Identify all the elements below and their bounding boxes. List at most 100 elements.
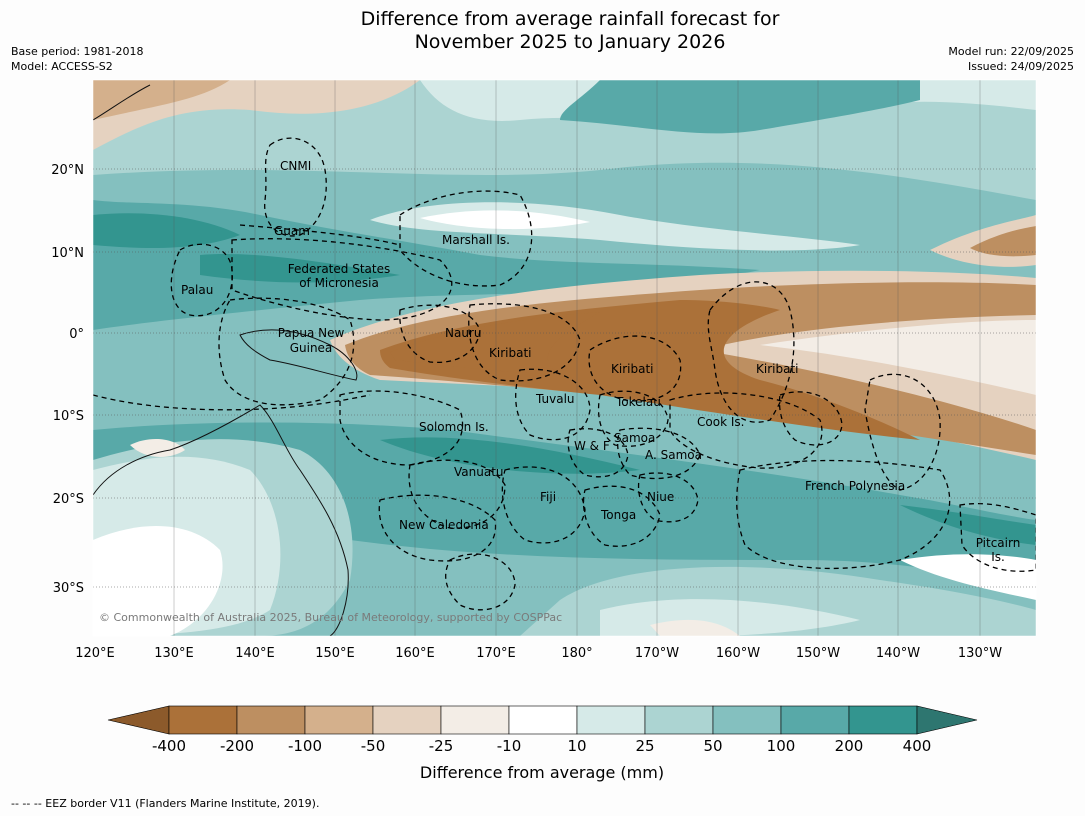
- issued-date: Issued: 24/09/2025: [967, 60, 1074, 73]
- eez-niue: [637, 472, 699, 523]
- label-png-line1: Papua New: [278, 326, 345, 340]
- eez-guam-south: [239, 224, 401, 246]
- run-info: Model run: 22/09/2025 Issued: 24/09/2025: [948, 44, 1074, 74]
- label-fsm-line1: Federated States: [288, 262, 390, 276]
- eez-vanuatu: [408, 459, 506, 529]
- colorbar-swatch: [780, 705, 850, 735]
- eez-samoa: [617, 427, 701, 480]
- colorbar-tick-label: 200: [835, 737, 864, 755]
- lon-label-130w: 130°W: [958, 646, 1002, 661]
- eez-wallis-futuna: [567, 428, 629, 478]
- label-new-caledonia: New Caledonia: [399, 518, 489, 532]
- lon-label-180: 180°: [561, 646, 592, 661]
- title-line-2: November 2025 to January 2026: [414, 31, 726, 53]
- colorbar-tick-label: -200: [220, 737, 254, 755]
- base-period: Base period: 1981-2018: [11, 45, 144, 58]
- colorbar-swatches: [107, 705, 978, 735]
- graticule: [93, 80, 1036, 636]
- label-marshall: Marshall Is.: [442, 233, 510, 247]
- colorbar-swatch: [576, 705, 646, 735]
- label-cook: Cook Is.: [697, 415, 744, 429]
- colorbar-extend-low: [107, 705, 170, 735]
- label-nauru: Nauru: [445, 326, 481, 340]
- lat-label-20n: 20°N: [51, 163, 84, 178]
- label-png-line2: Guinea: [290, 341, 333, 355]
- lon-label-160e: 160°E: [395, 646, 435, 661]
- label-palau: Palau: [181, 283, 213, 297]
- colorbar-extend-high: [916, 705, 978, 735]
- model-name: Model: ACCESS-S2: [11, 60, 113, 73]
- lon-label-170e: 170°E: [476, 646, 516, 661]
- label-samoa: Samoa: [614, 431, 655, 445]
- lat-label-10n: 10°N: [51, 246, 84, 261]
- label-tonga: Tonga: [600, 508, 636, 522]
- lat-label-0: 0°: [69, 327, 84, 342]
- eez-cnmi: [264, 137, 327, 237]
- colorbar-swatch: [372, 705, 442, 735]
- asia-coast: [93, 84, 151, 121]
- label-french-polynesia: French Polynesia: [805, 479, 905, 493]
- colorbar-title: Difference from average (mm): [420, 763, 664, 782]
- eez-tokelau: [597, 390, 669, 447]
- lon-label-160w: 160°W: [716, 646, 760, 661]
- eez-marshall: [399, 190, 533, 287]
- colorbar-tick-label: 10: [567, 737, 586, 755]
- label-vanuatu: Vanuatu: [454, 465, 504, 479]
- latitude-labels: 20°N 10°N 0° 10°S 20°S 30°S: [51, 163, 84, 596]
- label-pitcairn-line1: Pitcairn: [976, 536, 1021, 550]
- map-frame: [92, 79, 1037, 637]
- label-fiji: Fiji: [540, 490, 556, 504]
- eez-australia-north: [93, 394, 371, 411]
- colorbar-swatch: [644, 705, 714, 735]
- base-info: Base period: 1981-2018 Model: ACCESS-S2: [11, 44, 143, 74]
- lon-label-150e: 150°E: [315, 646, 355, 661]
- colorbar-swatch: [508, 705, 578, 735]
- longitude-labels: 120°E 130°E 140°E 150°E 160°E 170°E 180°…: [75, 646, 1002, 661]
- eez-kiribati-east: [707, 281, 795, 423]
- label-wallis-futuna: W & F: [574, 439, 610, 453]
- colorbar-tick-label: -10: [497, 737, 522, 755]
- colorbar-tick-label: -400: [152, 737, 186, 755]
- colorbar-swatch: [168, 705, 238, 735]
- colorbar-tick-label: -50: [361, 737, 386, 755]
- lon-label-140e: 140°E: [235, 646, 275, 661]
- lat-label-10s: 10°S: [53, 409, 84, 424]
- eez-new-caledonia: [378, 494, 497, 562]
- label-tokelau: Tokelau: [615, 395, 661, 409]
- colorbar-swatch: [712, 705, 782, 735]
- eez-pitcairn: [959, 503, 1036, 572]
- label-fsm-line2: of Micronesia: [299, 276, 379, 290]
- title-line-1: Difference from average rainfall forecas…: [360, 8, 780, 30]
- colorbar-labels: -400 -200 -100 -50 -25 -10 10 25 50 100 200 400: [152, 737, 931, 755]
- eez-legend-note: -- -- -- EEZ border V11 (Flanders Marine…: [11, 797, 320, 810]
- label-kiribati-west: Kiribati: [489, 346, 531, 360]
- label-tuvalu: Tuvalu: [535, 392, 575, 406]
- eez-kiribati-central: [588, 335, 682, 402]
- label-american-samoa: A. Samoa: [645, 448, 702, 462]
- label-guam: Guam: [274, 224, 310, 238]
- lon-label-130e: 130°E: [154, 646, 194, 661]
- label-kiribati-east: Kiribati: [756, 362, 798, 376]
- lat-label-30s: 30°S: [53, 581, 84, 596]
- model-run: Model run: 22/09/2025: [948, 45, 1074, 58]
- place-labels: CNMI Guam Marshall Is. Federated States …: [181, 159, 1020, 564]
- label-cnmi: CNMI: [280, 159, 311, 173]
- australia-coast: [93, 404, 349, 636]
- colorbar-swatch: [440, 705, 510, 735]
- eez-tonga: [582, 485, 661, 547]
- colorbar-tick-label: 25: [635, 737, 654, 755]
- eez-cook: [669, 392, 823, 469]
- eez-norfolk: [445, 553, 516, 611]
- eez-tuvalu: [515, 368, 591, 441]
- lat-label-20s: 20°S: [53, 492, 84, 507]
- lon-label-120e: 120°E: [75, 646, 115, 661]
- eez-fsm: [231, 238, 453, 321]
- rainfall-field: [93, 80, 1036, 636]
- lon-label-140w: 140°W: [876, 646, 920, 661]
- colorbar-swatch: [236, 705, 306, 735]
- lon-label-170w: 170°W: [635, 646, 679, 661]
- colorbar-tick-label: 100: [767, 737, 796, 755]
- label-pitcairn-line2: Is.: [991, 550, 1005, 564]
- colorbar: -400 -200 -100 -50 -25 -10 10 25 50 100 200 400 Dif…: [107, 705, 978, 782]
